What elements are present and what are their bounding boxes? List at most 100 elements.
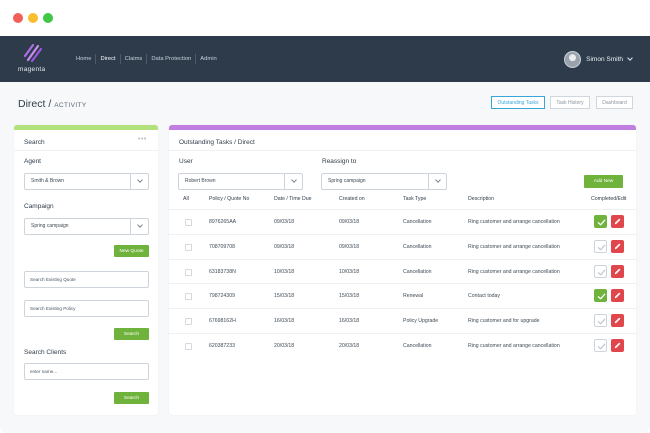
table-row: 798724309 15/03/18 15/03/18 Renewal Contact … — [169, 283, 636, 307]
dashboard-button[interactable]: Dashboard — [596, 96, 633, 109]
user-menu[interactable]: Simon Smith — [564, 36, 633, 82]
row-checkbox[interactable] — [185, 318, 192, 326]
check-icon — [597, 318, 606, 325]
divider — [14, 150, 158, 151]
task-type-cell: Policy Upgrade — [403, 318, 439, 325]
column-header-task-type: Task Type — [403, 196, 427, 202]
nav-link-claims[interactable]: Claims — [124, 56, 143, 62]
search-button[interactable]: Search — [114, 328, 149, 340]
table-row: 8976265AA 09/03/18 09/03/18 Cancellation Rin… — [169, 209, 636, 233]
user-name[interactable]: Simon Smith — [586, 55, 623, 63]
logo-text: magenta — [18, 66, 46, 73]
top-navbar: magenta Home Direct Claims Data Protection A… — [0, 36, 650, 82]
row-checkbox[interactable] — [185, 243, 192, 251]
agent-value: Smith & Brown — [31, 178, 65, 184]
nav-separator — [195, 54, 197, 64]
created-on-cell: 20/03/18 — [339, 343, 360, 349]
tasks-panel-accent — [169, 125, 636, 130]
user-label: User — [179, 158, 193, 165]
user-value: Robert Brown — [185, 178, 216, 184]
policy-no-cell: 620387233 — [209, 343, 235, 349]
created-on-cell: 15/03/18 — [339, 293, 360, 300]
check-icon — [597, 219, 606, 226]
search-clients-heading: Search Clients — [24, 349, 67, 356]
column-header-policy-no: Policy / Quote No — [209, 196, 250, 202]
check-icon — [597, 269, 606, 276]
date-due-cell: 20/03/18 — [274, 343, 295, 349]
nav-separator — [146, 54, 148, 64]
policy-no-cell: 63183738N — [209, 268, 236, 275]
complete-task-button[interactable] — [594, 264, 607, 278]
complete-task-button[interactable] — [594, 339, 607, 352]
agent-label: Agent — [24, 158, 41, 165]
created-on-cell: 09/03/18 — [339, 243, 360, 250]
check-icon — [597, 244, 606, 251]
row-checkbox[interactable] — [185, 343, 192, 350]
column-header-completed-edit: Completed/Edit — [591, 196, 627, 202]
agent-select[interactable]: Smith & Brown — [24, 173, 149, 190]
user-select[interactable]: Robert Brown — [178, 173, 303, 190]
edit-task-button[interactable] — [611, 289, 624, 303]
close-window-button[interactable] — [13, 13, 23, 23]
outstanding-tasks-button[interactable]: Outstanding Tasks — [491, 96, 545, 109]
date-due-cell: 15/03/18 — [274, 293, 295, 300]
nav-separator — [119, 54, 121, 64]
divider — [169, 150, 636, 151]
tasks-heading: Outstanding Tasks / Direct — [179, 139, 255, 146]
complete-task-button[interactable] — [594, 289, 607, 303]
logo-stripes-icon — [23, 43, 43, 63]
pencil-icon — [614, 243, 621, 249]
search-clients-button[interactable]: Search — [114, 392, 149, 404]
page-title-main: Direct / — [18, 98, 52, 110]
reassign-label: Reassign to — [322, 158, 357, 165]
row-checkbox[interactable] — [185, 219, 192, 226]
complete-task-button[interactable] — [594, 314, 607, 328]
minimize-window-button[interactable] — [28, 13, 38, 23]
avatar[interactable] — [564, 50, 582, 68]
task-type-cell: Cancellation — [403, 243, 432, 250]
campaign-select[interactable]: Spring campaign — [24, 218, 149, 235]
nav-link-data-protection[interactable]: Data Protection — [151, 56, 192, 62]
chevron-down-icon[interactable] — [428, 174, 446, 189]
new-quote-button[interactable]: New Quote — [114, 245, 149, 257]
more-options-icon[interactable]: ••• — [138, 136, 147, 143]
edit-task-button[interactable] — [611, 215, 624, 228]
search-panel-accent — [14, 125, 158, 130]
chevron-down-icon[interactable] — [130, 219, 148, 234]
task-type-cell: Renewal — [403, 293, 424, 300]
chevron-down-icon[interactable] — [130, 174, 148, 189]
complete-task-button[interactable] — [594, 239, 607, 253]
pencil-icon — [614, 317, 621, 324]
add-new-button[interactable]: Add New — [584, 175, 623, 188]
client-name-input[interactable]: enter name... — [24, 363, 149, 380]
existing-policy-input[interactable]: Search Existing Policy — [24, 300, 149, 317]
edit-task-button[interactable] — [611, 264, 624, 278]
nav-link-direct[interactable]: Direct — [100, 56, 116, 62]
pencil-icon — [614, 218, 621, 225]
campaign-value: Spring campaign — [31, 223, 69, 229]
complete-task-button[interactable] — [594, 215, 607, 228]
logo[interactable]: magenta — [18, 42, 50, 78]
column-header-date-due: Date / Time Due — [274, 196, 312, 202]
row-checkbox[interactable] — [185, 293, 192, 301]
task-type-cell: Cancellation — [403, 343, 432, 349]
edit-task-button[interactable] — [611, 339, 624, 352]
reassign-select[interactable]: Spring campaign — [321, 173, 447, 190]
nav-link-admin[interactable]: Admin — [200, 56, 217, 62]
nav-link-home[interactable]: Home — [76, 56, 92, 62]
chevron-down-icon[interactable] — [284, 174, 302, 189]
description-cell: Contact today — [468, 293, 501, 300]
edit-task-button[interactable] — [611, 239, 624, 253]
column-header-select-all[interactable]: All — [183, 196, 189, 202]
row-checkbox[interactable] — [185, 268, 192, 276]
nav-separator — [95, 54, 97, 64]
edit-task-button[interactable] — [611, 314, 624, 328]
existing-quote-input[interactable]: Search Existing Quote — [24, 271, 149, 288]
page-title: Direct / ACTIVITY — [18, 98, 87, 110]
description-cell: Ring customer and arrange cancellation — [468, 268, 560, 275]
task-history-button[interactable]: Task History — [550, 96, 590, 109]
maximize-window-button[interactable] — [43, 13, 53, 23]
description-cell: Ring customer and for upgrade — [468, 318, 540, 325]
chevron-down-icon[interactable] — [627, 55, 633, 61]
page-subtitle: ACTIVITY — [54, 102, 87, 109]
